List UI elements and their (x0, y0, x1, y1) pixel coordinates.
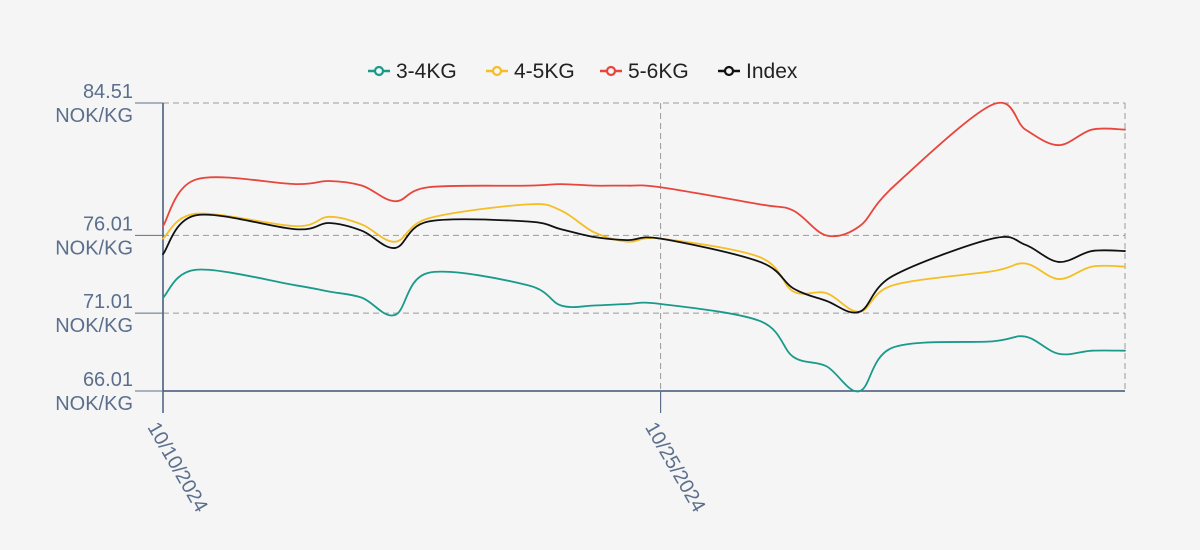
legend-label: Index (746, 60, 798, 83)
legend-item-index[interactable]: Index (718, 60, 798, 83)
legend-item-5-6kg[interactable]: 5-6KG (600, 60, 689, 83)
series-line-4-5kg (162, 203, 1126, 313)
legend-swatch-marker (605, 65, 617, 77)
axes (162, 103, 1125, 413)
legend-item-3-4kg[interactable]: 3-4KG (368, 60, 457, 83)
y-tick-unit: NOK/KG (55, 105, 133, 127)
x-axis-ticks: 10/10/2024 10/25/2024 (143, 391, 709, 517)
y-tick-value: 76.01 (83, 213, 133, 235)
series-lines (162, 101, 1126, 393)
series-line-5-6kg (162, 101, 1126, 238)
y-tick-unit: NOK/KG (55, 315, 133, 337)
legend-label: 3-4KG (396, 60, 457, 83)
legend-label: 5-6KG (628, 60, 689, 83)
legend: 3-4KG 4-5KG 5-6KG Index (368, 60, 798, 83)
legend-swatch-marker (723, 65, 735, 77)
y-tick-unit: NOK/KG (55, 393, 133, 415)
y-tick-value: 71.01 (83, 291, 133, 313)
legend-swatch-marker (491, 65, 503, 77)
legend-item-4-5kg[interactable]: 4-5KG (486, 60, 575, 83)
x-tick-label: 10/10/2024 (143, 419, 212, 517)
series-line-3-4kg (162, 268, 1126, 393)
legend-swatch-marker (373, 65, 385, 77)
x-tick-label: 10/25/2024 (640, 419, 709, 517)
series-line-index (162, 213, 1126, 314)
legend-label: 4-5KG (514, 60, 575, 83)
grid (163, 102, 1126, 392)
y-tick-value: 66.01 (83, 369, 133, 391)
y-tick-unit: NOK/KG (55, 237, 133, 259)
y-tick-value: 84.51 (83, 81, 133, 103)
y-axis-ticks: 84.51NOK/KG76.01NOK/KG71.01NOK/KG66.01NO… (55, 81, 163, 415)
